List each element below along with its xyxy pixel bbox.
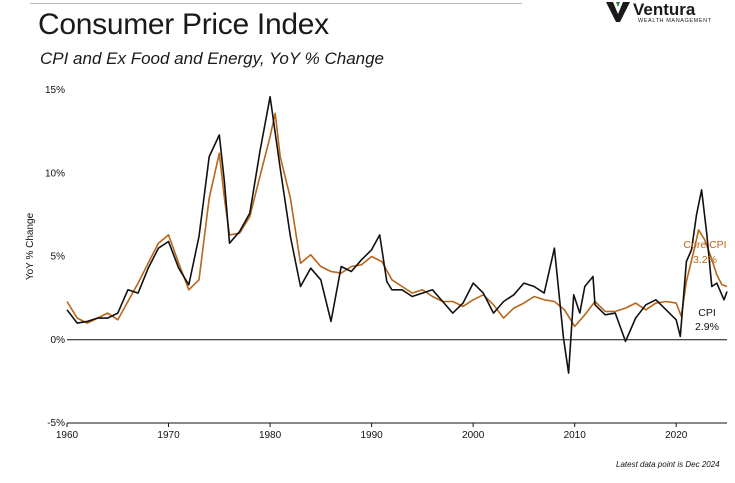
series-line-core-cpi bbox=[66, 112, 728, 328]
ventura-v-icon bbox=[606, 2, 630, 22]
y-tick-label: 10% bbox=[45, 168, 65, 179]
y-axis-ticks: -5% 0% 5% 10% 15% bbox=[45, 85, 65, 429]
logo-tagline: WEALTH MANAGEMENT bbox=[638, 18, 712, 24]
ventura-logo: Ventura WEALTH MANAGEMENT bbox=[606, 0, 726, 24]
y-tick-label: -5% bbox=[47, 418, 65, 429]
cpi-name-label: CPI bbox=[698, 307, 716, 319]
page-subtitle: CPI and Ex Food and Energy, YoY % Change bbox=[40, 49, 385, 68]
x-tick-label: 2000 bbox=[462, 430, 485, 441]
series-layer bbox=[66, 95, 728, 374]
x-axis-ticks: 1960 1970 1980 1990 2000 2010 2020 bbox=[56, 423, 688, 441]
y-axis-title: YoY % Change bbox=[25, 212, 36, 280]
footnote: Latest data point is Dec 2024 bbox=[616, 460, 720, 469]
y-tick-label: 0% bbox=[51, 335, 66, 346]
y-tick-label: 5% bbox=[51, 252, 66, 263]
top-rule bbox=[30, 3, 522, 4]
logo-name: Ventura bbox=[633, 0, 696, 19]
cpi-value-label: 2.9% bbox=[695, 321, 719, 333]
x-tick-label: 1990 bbox=[360, 430, 383, 441]
x-tick-label: 1970 bbox=[157, 430, 180, 441]
x-tick-label: 1960 bbox=[56, 430, 79, 441]
page-title: Consumer Price Index bbox=[38, 8, 329, 41]
x-tick-label: 1980 bbox=[259, 430, 282, 441]
series-line-cpi bbox=[66, 95, 728, 374]
core-cpi-name-label: Core CPI bbox=[683, 239, 726, 251]
end-labels: Core CPI 3.2% CPI 2.9% bbox=[683, 239, 726, 333]
core-cpi-value-label: 3.2% bbox=[693, 254, 717, 266]
x-tick-label: 2020 bbox=[665, 430, 688, 441]
y-tick-label: 15% bbox=[45, 85, 65, 96]
x-tick-label: 2010 bbox=[564, 430, 587, 441]
